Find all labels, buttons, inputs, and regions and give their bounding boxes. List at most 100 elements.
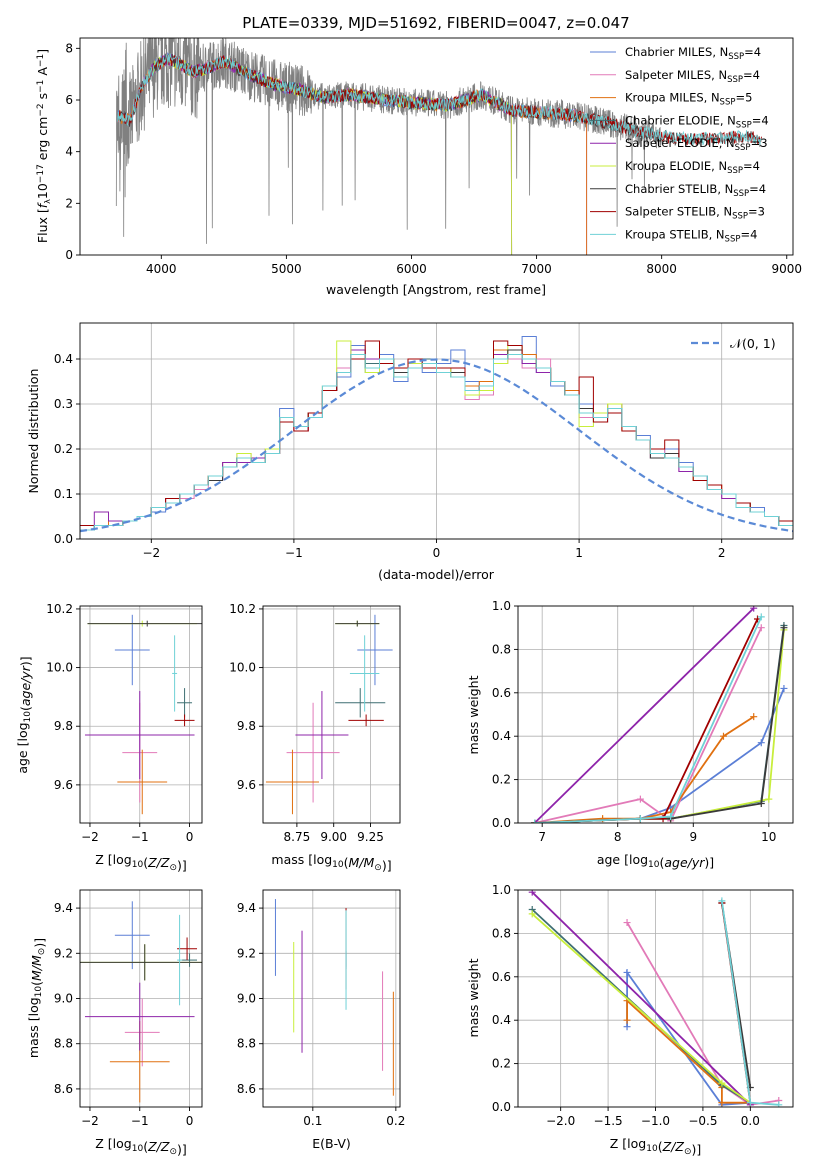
legend-entry: Salpeter ELODIE, NSSP=3 (625, 136, 768, 153)
tspan: age (18, 683, 33, 707)
tspan: /M (358, 855, 374, 870)
tspan: 10 (34, 986, 44, 998)
y-tick-label: 0.0 (492, 1100, 511, 1114)
errorbar-point (174, 714, 195, 727)
tspan: )] (177, 1142, 187, 1157)
errorbar-point (84, 982, 195, 1051)
spectrum-axes: 4000 5000 6000 7000 8000 9000 0 2 4 6 8 wavelength … (35, 37, 802, 297)
data-point (623, 1023, 631, 1031)
tspan: log (629, 852, 648, 867)
series-line (531, 913, 751, 1104)
data-point (757, 799, 765, 807)
series-line (534, 616, 763, 823)
tspan: Chabrier STELIB, N (625, 182, 733, 196)
legend-entry: Salpeter MILES, NSSP=4 (625, 68, 760, 85)
y-tick-label: 10.2 (229, 602, 256, 616)
tspan: ( (18, 706, 33, 711)
series-kroupa-stelib (718, 897, 783, 1107)
y-tick-label: 0.2 (492, 773, 511, 787)
weight_vs_age-x-axis-label: age [log10(age/yr)] (597, 852, 714, 870)
tspan: Z [ (610, 1136, 627, 1151)
mass_vs_Z-plot-area (80, 901, 202, 1103)
y-tick-label: 9.4 (54, 901, 73, 915)
x-tick-label: 2 (718, 546, 726, 560)
y-tick-label: 10.0 (46, 661, 73, 675)
tspan: s (35, 93, 50, 104)
age_vs_mass-x-axis-label: mass [log10(M/M⊙)] (271, 852, 391, 873)
x-tick-label: 9.00 (320, 830, 347, 844)
mass_vs_Z-y-axis-label: mass [log10(M/M⊙)] (26, 938, 47, 1058)
y-tick-label: 9.2 (54, 946, 73, 960)
tspan: =4 (740, 227, 757, 241)
tspan: 10 (332, 860, 344, 870)
series-kroupa-stelib (531, 613, 765, 823)
tspan: =5 (735, 91, 752, 105)
errorbar-point (335, 688, 386, 718)
errorbar-point (114, 614, 150, 686)
tspan: log (15, 722, 30, 741)
y-tick-label: 0.0 (54, 532, 73, 546)
age_vs_mass-x-axis-label-text: mass [log10(M/M⊙)] (271, 852, 391, 873)
errorbar-point (172, 635, 178, 712)
age_vs_mass-plot-area (265, 614, 393, 815)
errorbar-point (87, 620, 202, 627)
residuals-axes: −2 −1 0 1 2 0.0 0.1 0.2 0.3 0.4 𝒩(0, 1) (data-model… (26, 322, 794, 582)
y-tick-label: 9.2 (237, 946, 256, 960)
mass_vs_Z-axes: −2 −1 08.68.89.09.29.4Z [log10(Z/Z⊙)]mass … (26, 889, 203, 1157)
errorbar-point (124, 998, 160, 1067)
model-spectrum-salpeter-stelib (117, 54, 762, 146)
age_vs_Z-frame: −2 −1 09.69.810.010.2Z [log10(Z/Z⊙)]age [l… (15, 602, 203, 873)
axes-frame (79, 37, 794, 256)
errorbar-point (295, 691, 349, 780)
x-tick-label: −2 (81, 830, 99, 844)
tspan: /yr (687, 855, 706, 870)
series-salpeter-elodie (531, 606, 758, 823)
tspan: −17 (36, 164, 46, 183)
mass_vs_EBV-x-axis-label-text: E(B-V) (312, 1136, 351, 1151)
data-point (623, 968, 631, 976)
data-point (623, 919, 631, 927)
tspan: ⊙ (37, 948, 47, 956)
tspan: 10 (646, 1144, 658, 1154)
y-tick-label: 8.6 (237, 1082, 256, 1096)
errorbar-point (348, 714, 384, 727)
data-point (750, 713, 758, 721)
tspan: age (664, 855, 688, 870)
age_vs_mass-frame: 8.75 9.00 9.25 9.6 9.8 10.0 10.2 mass [log10(M/… (229, 602, 401, 873)
series-salpeter-miles (531, 624, 765, 823)
y-tick-label: 9.6 (237, 778, 256, 792)
data-point (775, 1101, 783, 1107)
series-chabrier-stelib (718, 899, 754, 1091)
weight_vs_Z-axes: −2.0 −1.5 −1.0 −0.5 0.0 0.0 0.2 0.4 0.6 0.8 1.0 Z [… (466, 883, 794, 1157)
tspan: A (35, 67, 50, 80)
mass_vs_Z-frame: −2 −1 08.68.89.09.29.4Z [log10(Z/Z⊙)]mass … (26, 889, 203, 1157)
y-tick-label: 1.0 (492, 599, 511, 613)
tspan: Salpeter MILES, N (625, 68, 727, 82)
tspan: SSP (728, 52, 744, 62)
tspan: ( (658, 1139, 663, 1154)
x-tick-label: −0.5 (688, 1114, 717, 1128)
data-point (780, 624, 788, 632)
spectrum-y-axis-label-text: Flux [fλ10−17 erg cm−2 s−1 A−1] (35, 49, 52, 243)
tspan: ( (143, 855, 148, 870)
x-tick-label: −2 (81, 1114, 99, 1128)
weight_vs_age-plot-area (531, 606, 788, 823)
model-spectrum-kroupa-stelib (117, 53, 762, 146)
tspan: M (29, 970, 44, 981)
data-point (718, 897, 726, 905)
data-point (765, 795, 773, 803)
tspan: )] (18, 656, 33, 666)
x-tick-label: 10 (761, 830, 776, 844)
residuals-plot-area (80, 336, 793, 533)
spectrum-plot-area (115, 38, 762, 255)
data-point (636, 815, 644, 823)
y-tick-label: 0.4 (492, 729, 511, 743)
data-point (757, 613, 765, 621)
data-point (667, 812, 675, 820)
tspan: ] (35, 49, 50, 54)
tspan: Z (147, 855, 157, 870)
mass_vs_Z-y-axis-label-text: mass [log10(M/M⊙)] (26, 938, 47, 1058)
y-tick-label: 9.6 (54, 778, 73, 792)
errorbar-point (335, 620, 380, 627)
